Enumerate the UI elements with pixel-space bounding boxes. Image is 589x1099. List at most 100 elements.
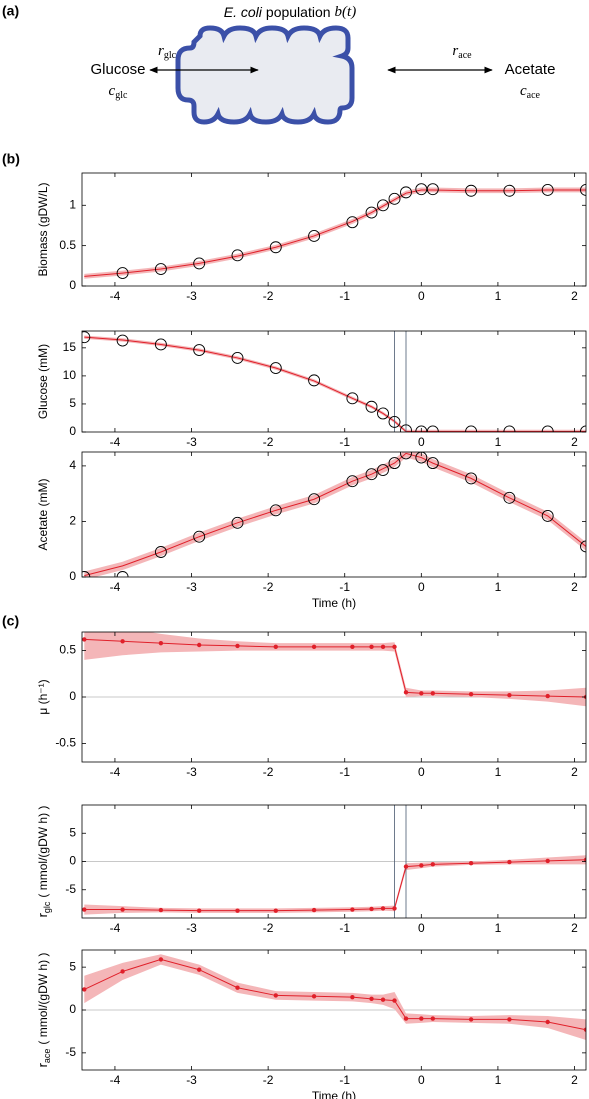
y-tick-label: 1 <box>69 197 76 211</box>
y-tick-label: 0 <box>69 1002 76 1016</box>
diagram: E. coli population b(t) Glucose cglc rglc … <box>90 4 556 125</box>
uptake-rate: rglc <box>158 43 177 61</box>
x-tick-label: -4 <box>110 435 121 449</box>
measurement <box>388 192 401 205</box>
x-tick-label: -1 <box>339 921 350 935</box>
measurement <box>365 400 378 413</box>
y-tick-label: 4 <box>69 458 76 472</box>
y-tick-label: 5 <box>69 825 76 839</box>
x-tick-label: -2 <box>263 921 274 935</box>
y-axis-label: rglc ( mmol/(gDW h) ) <box>35 806 52 918</box>
substrate-name: Glucose <box>90 61 145 78</box>
y-tick-label: 0 <box>69 569 76 583</box>
measurement <box>465 184 478 197</box>
estimate-point <box>120 907 125 912</box>
x-tick-label: -4 <box>110 1073 121 1087</box>
estimate-point <box>507 1017 512 1022</box>
estimate-point <box>235 985 240 990</box>
estimate-point <box>468 860 474 866</box>
estimate-point <box>273 993 278 998</box>
x-tick-label: -1 <box>339 435 350 449</box>
label-text: ( mmol/(gDW h) ) <box>36 806 50 898</box>
measurement <box>377 407 389 420</box>
estimate-point <box>392 998 397 1003</box>
x-tick-label: 1 <box>495 1073 502 1087</box>
estimate-point <box>196 967 202 972</box>
x-tick-label: 2 <box>571 921 578 935</box>
estimate-point <box>583 1027 586 1032</box>
x-tick-label: 0 <box>418 580 425 594</box>
measurement <box>465 472 478 485</box>
estimate-point <box>419 1016 424 1021</box>
measurement <box>116 571 129 577</box>
x-tick-label: -3 <box>186 580 197 594</box>
x-tick-label: -3 <box>186 921 197 935</box>
measurement <box>388 415 401 428</box>
measurement <box>193 257 206 270</box>
estimate-point <box>468 692 474 697</box>
estimate-point <box>419 691 424 696</box>
x-tick-label: 2 <box>571 289 578 303</box>
estimate-point <box>507 692 512 698</box>
label-subscript: ace <box>42 1049 52 1064</box>
product-name: Acetate <box>505 61 556 78</box>
y-tick-label: 10 <box>63 368 77 382</box>
measurement <box>154 546 167 558</box>
estimate-point <box>583 857 586 863</box>
plot-frame <box>81 330 587 433</box>
x-tick-label: -4 <box>110 580 121 594</box>
estimate-point <box>392 644 397 650</box>
measurement <box>580 540 586 553</box>
x-tick-label: -4 <box>110 765 121 779</box>
estimate-point <box>545 693 550 699</box>
symbol: c <box>109 83 116 99</box>
x-tick-label: 2 <box>571 765 578 779</box>
measurement <box>465 425 478 432</box>
fit-line <box>84 958 586 1031</box>
measurement <box>231 516 244 529</box>
estimate-point <box>507 859 512 865</box>
secretion-rate: race <box>452 43 472 61</box>
diagram-title: E. coli population b(t) <box>224 4 356 21</box>
y-tick-label: 0 <box>69 424 76 438</box>
estimate-point <box>350 994 355 1000</box>
measurement <box>365 206 378 219</box>
x-tick-label: -1 <box>339 765 350 779</box>
y-tick-label: 5 <box>69 396 76 410</box>
subscript: glc <box>164 50 177 61</box>
x-tick-label: 2 <box>571 580 578 594</box>
chart: 0 5 10 15 -4 -3 -2 -1 0 1 2 Glucose (mM) <box>36 330 587 449</box>
x-tick-label: 0 <box>418 921 425 935</box>
measurement <box>154 338 167 351</box>
y-tick-label: -5 <box>65 882 76 896</box>
chart: -0.5 0 0.5 -4 -3 -2 -1 0 1 2 μ (h⁻¹) <box>36 631 587 779</box>
measurement <box>541 509 554 522</box>
estimate-point <box>235 908 240 913</box>
measurement <box>580 184 586 196</box>
measurement <box>365 468 378 481</box>
estimate-point <box>403 690 409 695</box>
chart: -5 0 5 -4 -3 -2 -1 0 1 2 rglc ( mmol/(gDW h) ) <box>35 804 587 935</box>
x-tick-label: 0 <box>418 1073 425 1087</box>
confidence-band <box>84 632 586 707</box>
measurement <box>415 183 428 196</box>
label-symbol: r <box>35 912 50 917</box>
y-axis-label: μ (h⁻¹) <box>36 679 50 714</box>
estimate-point <box>430 862 436 867</box>
x-tick-label: -1 <box>339 580 350 594</box>
measurement <box>503 425 516 432</box>
label-text: Acetate (mM) <box>36 478 50 550</box>
x-tick-label: 0 <box>418 435 425 449</box>
measurement <box>426 425 439 432</box>
x-tick-label: -3 <box>186 435 197 449</box>
measurement <box>193 344 206 357</box>
measurement <box>154 263 167 275</box>
measurement <box>308 493 321 506</box>
estimate-point <box>430 691 436 696</box>
estimate-point <box>196 908 202 913</box>
symbol: r <box>158 43 164 59</box>
x-tick-label: -2 <box>263 580 274 594</box>
measurement <box>400 186 412 199</box>
estimate-point <box>350 907 355 912</box>
measurement <box>193 530 206 543</box>
